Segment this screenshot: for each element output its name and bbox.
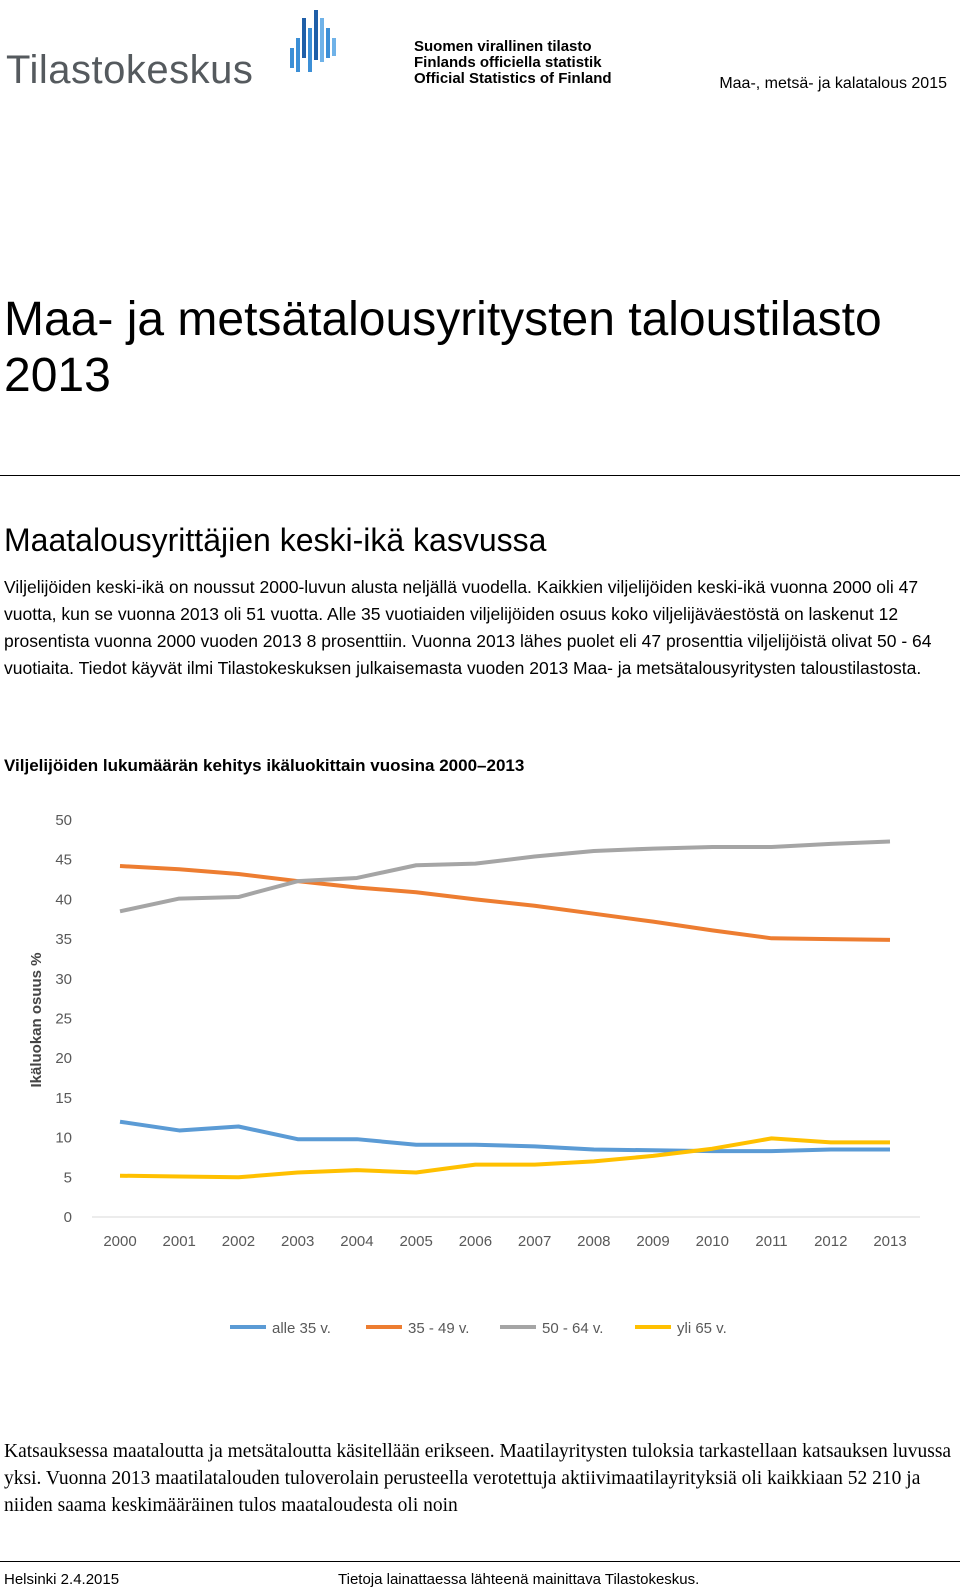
- legend-label-3: yli 65 v.: [677, 1320, 727, 1337]
- series-line-2: [119, 839, 891, 914]
- x-tick-label: 2004: [340, 1233, 373, 1250]
- publication-series: Maa-, metsä- ja kalatalous 2015: [719, 75, 947, 92]
- footer-divider: [0, 1561, 960, 1562]
- footer-place-date: Helsinki 2.4.2015: [4, 1571, 120, 1588]
- official-line-en: Official Statistics of Finland: [414, 70, 612, 87]
- lead-paragraph: Viljelijöiden keski-ikä on noussut 2000-…: [4, 577, 932, 678]
- official-line-fi: Suomen virallinen tilasto: [414, 38, 592, 55]
- x-tick-label: 2008: [577, 1233, 610, 1250]
- y-tick-label: 30: [55, 971, 72, 988]
- footer-citation: Tietoja lainattaessa lähteenä mainittava…: [338, 1571, 700, 1588]
- y-tick-label: 35: [55, 931, 72, 948]
- x-tick-label: 2003: [281, 1233, 314, 1250]
- x-tick-label: 2009: [636, 1233, 669, 1250]
- body-paragraph: Katsauksessa maataloutta ja metsätaloutt…: [4, 1441, 952, 1516]
- figure-title: Viljelijöiden lukumäärän kehitys ikäluok…: [4, 756, 525, 775]
- y-tick-label: 0: [64, 1209, 72, 1226]
- y-axis-ticks: 0 5 10 15 20 25 30 35 40 45 50: [55, 812, 72, 1226]
- x-tick-label: 2006: [459, 1233, 492, 1250]
- y-tick-label: 25: [55, 1011, 72, 1028]
- y-axis-label: Ikäluokan osuus %: [28, 952, 45, 1087]
- series-line-3: [119, 1136, 890, 1180]
- y-tick-label: 40: [55, 891, 72, 908]
- series-line-0: [119, 1119, 890, 1154]
- y-tick-label: 5: [64, 1169, 72, 1186]
- logo-wordmark: Tilastokeskus: [6, 48, 254, 92]
- series-line-1: [119, 864, 891, 942]
- x-tick-label: 2012: [814, 1233, 847, 1250]
- x-tick-label: 2002: [222, 1233, 255, 1250]
- y-tick-label: 45: [55, 852, 72, 869]
- section-heading: Maatalousyrittäjien keski-ikä kasvussa: [4, 522, 547, 558]
- x-tick-label: 2013: [873, 1233, 906, 1250]
- series-lines: [119, 839, 891, 1180]
- official-statistics-label: Suomen virallinen tilasto Finlands offic…: [414, 39, 612, 87]
- x-axis-ticks: 2000 2001 2002 2003 2004 2005 2006 2007 2008 2009…: [103, 1233, 906, 1250]
- logo-bars-icon: [290, 10, 336, 72]
- title-divider: [0, 475, 960, 476]
- x-tick-label: 2000: [103, 1233, 136, 1250]
- legend-label-1: 35 - 49 v.: [408, 1320, 469, 1337]
- legend-label-0: alle 35 v.: [272, 1320, 331, 1337]
- x-tick-label: 2001: [163, 1233, 196, 1250]
- tilastokeskus-logo: Tilastokeskus: [6, 4, 342, 96]
- y-tick-label: 50: [55, 812, 72, 829]
- x-tick-label: 2010: [696, 1233, 729, 1250]
- page-title: Maa- ja metsätalousyritysten taloustilas…: [4, 293, 882, 402]
- y-tick-label: 20: [55, 1050, 72, 1067]
- x-tick-label: 2005: [399, 1233, 432, 1250]
- y-tick-label: 15: [55, 1090, 72, 1107]
- official-line-sv: Finlands officiella statistik: [414, 54, 602, 71]
- x-tick-label: 2011: [755, 1233, 787, 1250]
- chart-legend: alle 35 v. 35 - 49 v. 50 - 64 v. yli 65 v.: [230, 1320, 727, 1337]
- legend-label-2: 50 - 64 v.: [542, 1320, 603, 1337]
- y-tick-label: 10: [55, 1130, 72, 1147]
- x-tick-label: 2007: [518, 1233, 551, 1250]
